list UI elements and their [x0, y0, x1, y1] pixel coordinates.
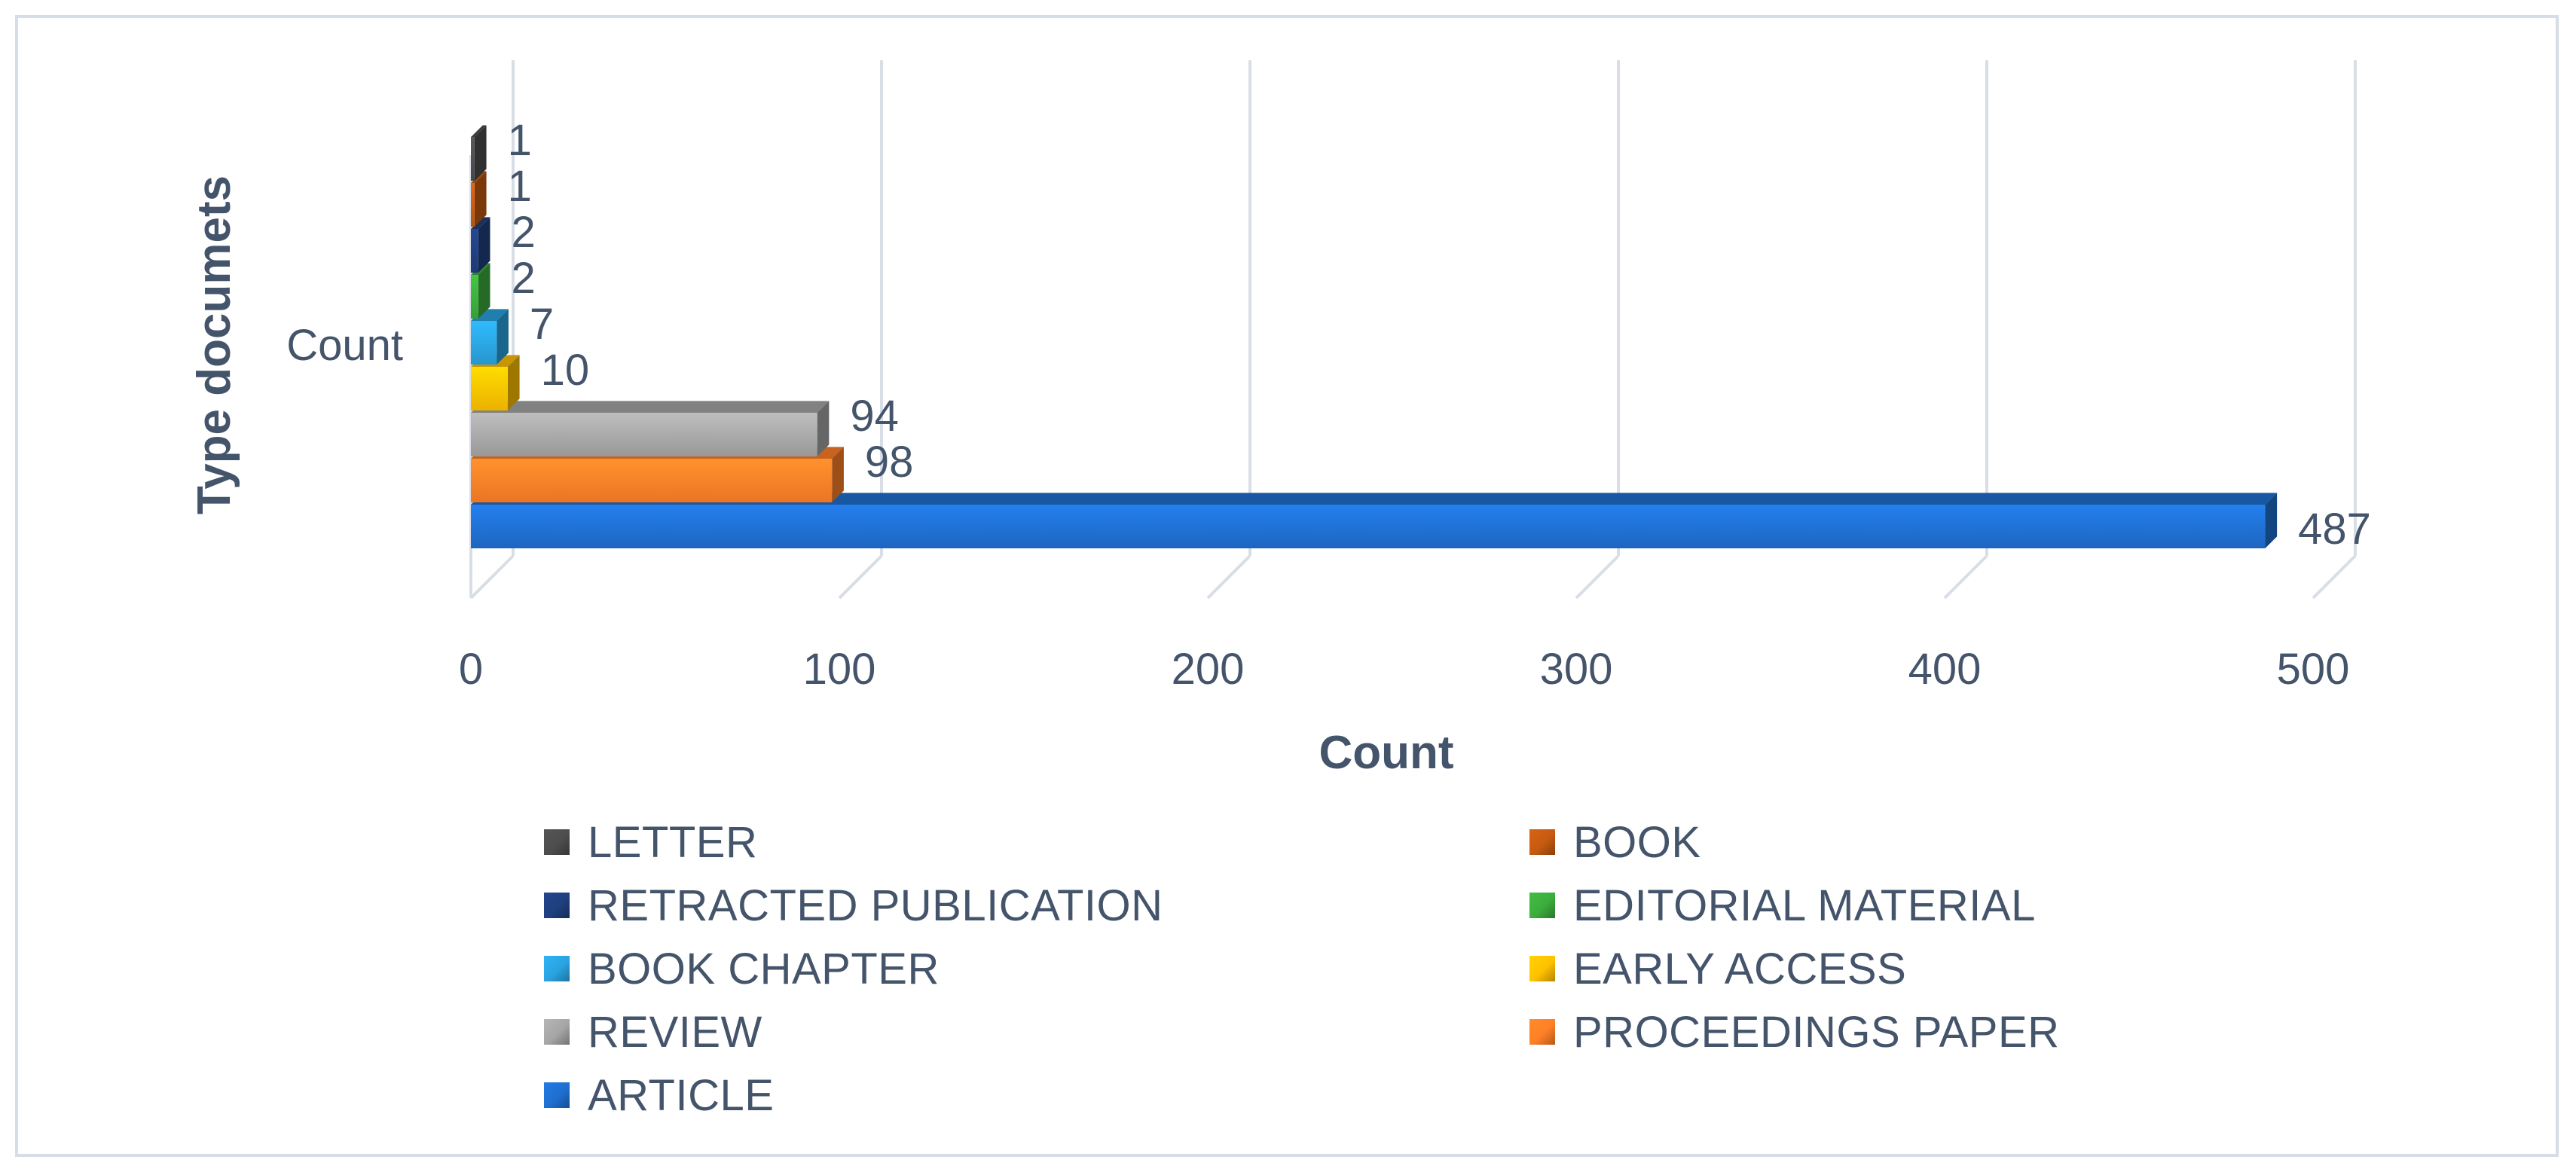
bar-front-face	[471, 183, 475, 227]
legend-label: EDITORIAL MATERIAL	[1573, 880, 2036, 930]
bar-side-face	[497, 309, 509, 365]
legend-label: EARLY ACCESS	[1573, 944, 1907, 993]
legend-label: BOOK CHAPTER	[588, 944, 940, 993]
legend-swatch	[544, 893, 570, 918]
bar-side-face	[478, 217, 490, 273]
bar-front-face	[471, 459, 833, 502]
data-label: 1	[508, 116, 532, 165]
x-tick-label: 500	[2277, 645, 2350, 694]
legend-item: LETTER	[544, 816, 757, 868]
x-tick-label: 0	[459, 645, 483, 694]
bar-front-face	[471, 367, 508, 410]
legend-item: ARTICLE	[544, 1069, 774, 1122]
bar-side-face	[507, 355, 520, 410]
legend-label: LETTER	[588, 817, 758, 867]
legend-swatch	[544, 829, 570, 855]
x-tick-label: 100	[803, 645, 876, 694]
bar-side-face	[474, 171, 487, 227]
legend-label: REVIEW	[588, 1007, 762, 1057]
legend-item: RETRACTED PUBLICATION	[544, 879, 1163, 932]
legend-swatch	[544, 1019, 570, 1045]
x-tick-label: 200	[1172, 645, 1245, 694]
data-label: 2	[511, 208, 535, 257]
chart-frame	[15, 15, 2559, 1157]
legend-swatch	[1529, 956, 1555, 981]
bar-top-face	[471, 493, 2278, 505]
bar-side-face	[2265, 493, 2278, 548]
x-tick-label: 300	[1540, 645, 1613, 694]
bar-letter	[471, 125, 487, 181]
bar-book-chapter	[471, 309, 509, 365]
data-label: 7	[530, 300, 554, 349]
legend-item: PROCEEDINGS PAPER	[1529, 1006, 2060, 1058]
y-axis-title: Type documets	[188, 175, 240, 514]
legend-item: EARLY ACCESS	[1529, 942, 1906, 995]
legend-swatch	[1529, 893, 1555, 918]
gridline-floor	[1206, 554, 1251, 600]
category-label: Count	[286, 321, 403, 370]
legend-swatch	[544, 956, 570, 981]
legend-item: BOOK	[1529, 816, 1701, 868]
legend-label: ARTICLE	[588, 1070, 775, 1120]
legend-item: REVIEW	[544, 1006, 762, 1058]
legend-item: EDITORIAL MATERIAL	[1529, 879, 2036, 932]
gridline-floor	[469, 554, 515, 600]
data-label: 2	[511, 254, 535, 303]
gridline-floor	[2312, 554, 2357, 600]
bar-review	[471, 401, 830, 456]
legend-label: PROCEEDINGS PAPER	[1573, 1007, 2060, 1057]
bar-article	[471, 493, 2278, 548]
gridline-floor	[1575, 554, 1620, 600]
bar-top-face	[471, 217, 490, 229]
legend-label: BOOK	[1573, 817, 1701, 867]
x-axis-title: Count	[1319, 727, 1453, 779]
bar-side-face	[817, 401, 830, 456]
gridline-floor	[1943, 554, 1988, 600]
legend-label: RETRACTED PUBLICATION	[588, 880, 1163, 930]
bar-front-face	[471, 137, 475, 181]
bar-front-face	[471, 275, 478, 319]
bar-front-face	[471, 321, 497, 365]
data-label: 487	[2298, 505, 2371, 554]
bar-top-face	[471, 401, 830, 413]
bar-front-face	[471, 413, 817, 456]
bar-retracted-publication	[471, 217, 490, 273]
bar-side-face	[474, 125, 487, 181]
legend-item: BOOK CHAPTER	[544, 942, 940, 995]
bar-side-face	[478, 263, 490, 319]
bar-layer	[471, 125, 2278, 548]
bar-side-face	[832, 447, 844, 502]
data-label: 98	[865, 438, 914, 487]
legend-swatch	[544, 1082, 570, 1108]
data-label: 10	[541, 346, 590, 395]
legend-swatch	[1529, 1019, 1555, 1045]
gridline-floor	[838, 554, 883, 600]
bar-front-face	[471, 229, 478, 273]
legend-swatch	[1529, 829, 1555, 855]
data-label: 1	[508, 162, 532, 211]
bar-front-face	[471, 505, 2266, 548]
data-label: 94	[850, 392, 899, 441]
x-tick-label: 400	[1908, 645, 1982, 694]
bar-top-face	[471, 125, 487, 137]
